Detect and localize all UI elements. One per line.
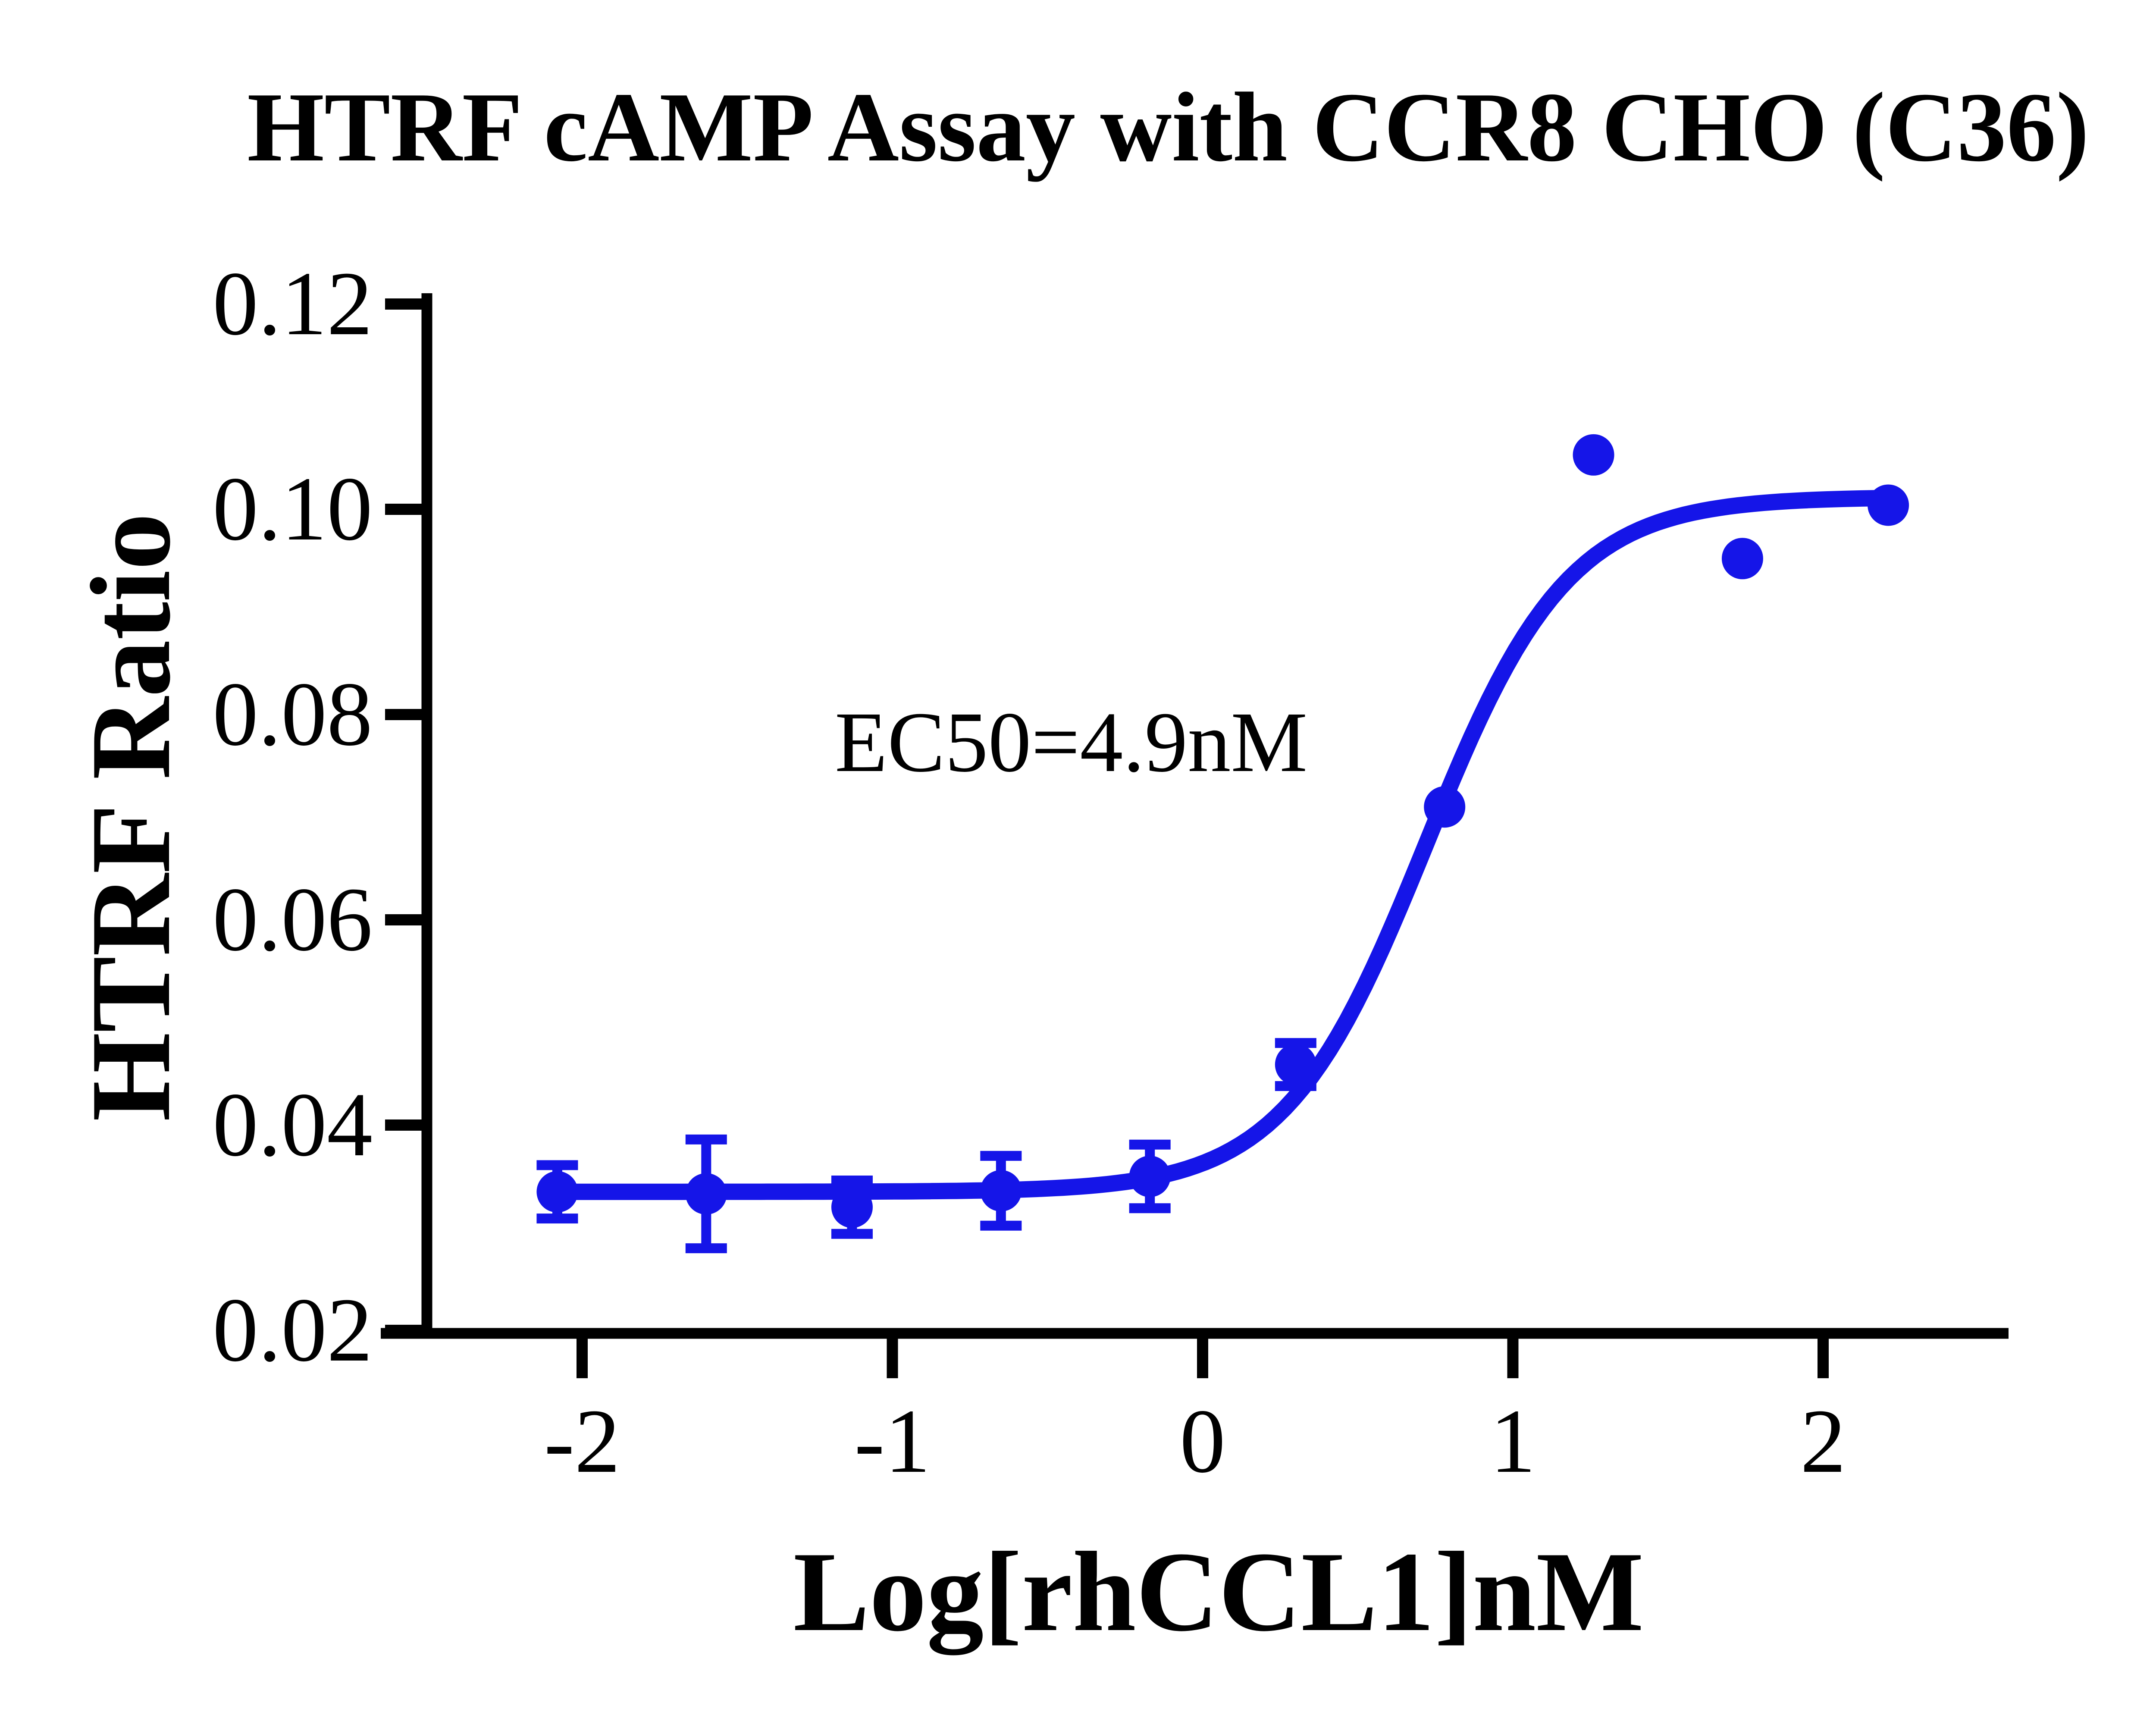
- x-tick-label: -1: [854, 1390, 931, 1492]
- data-point: [685, 1173, 727, 1215]
- axes: -2 -1 0 1 2 0.02 0.04 0.06 0.08 0.10 0.12: [213, 253, 2009, 1492]
- data-point: [831, 1186, 873, 1228]
- y-tick-label: 0.12: [213, 253, 373, 354]
- data-point: [1424, 786, 1466, 828]
- x-tick-label: 0: [1180, 1390, 1225, 1492]
- chart-title: HTRF cAMP Assay with CCR8 CHO (C36): [247, 72, 2089, 182]
- data-point: [1721, 538, 1763, 580]
- x-tick-label: -2: [544, 1390, 620, 1492]
- y-tick-label: 0.08: [213, 663, 373, 765]
- data-point: [1573, 434, 1614, 476]
- data-point: [980, 1170, 1022, 1212]
- data-point: [1129, 1156, 1171, 1197]
- x-tick-label: 2: [1800, 1390, 1846, 1492]
- y-tick-label: 0.10: [213, 458, 373, 559]
- data-point: [1868, 484, 1909, 526]
- x-tick-label: 1: [1490, 1390, 1536, 1492]
- data-point: [536, 1171, 578, 1213]
- y-axis-label: HTRF Ratio: [68, 513, 194, 1122]
- x-axis-label: Log[rhCCL1]nM: [793, 1529, 1644, 1657]
- fit-curve: [549, 489, 1897, 1200]
- y-tick-label: 0.02: [213, 1279, 373, 1380]
- y-tick-label: 0.06: [213, 869, 373, 970]
- ec50-annotation: EC50=4.9nM: [835, 695, 1307, 790]
- data-point: [1275, 1044, 1316, 1085]
- series-rhccl1: [536, 434, 1909, 1254]
- y-tick-label: 0.04: [213, 1074, 373, 1175]
